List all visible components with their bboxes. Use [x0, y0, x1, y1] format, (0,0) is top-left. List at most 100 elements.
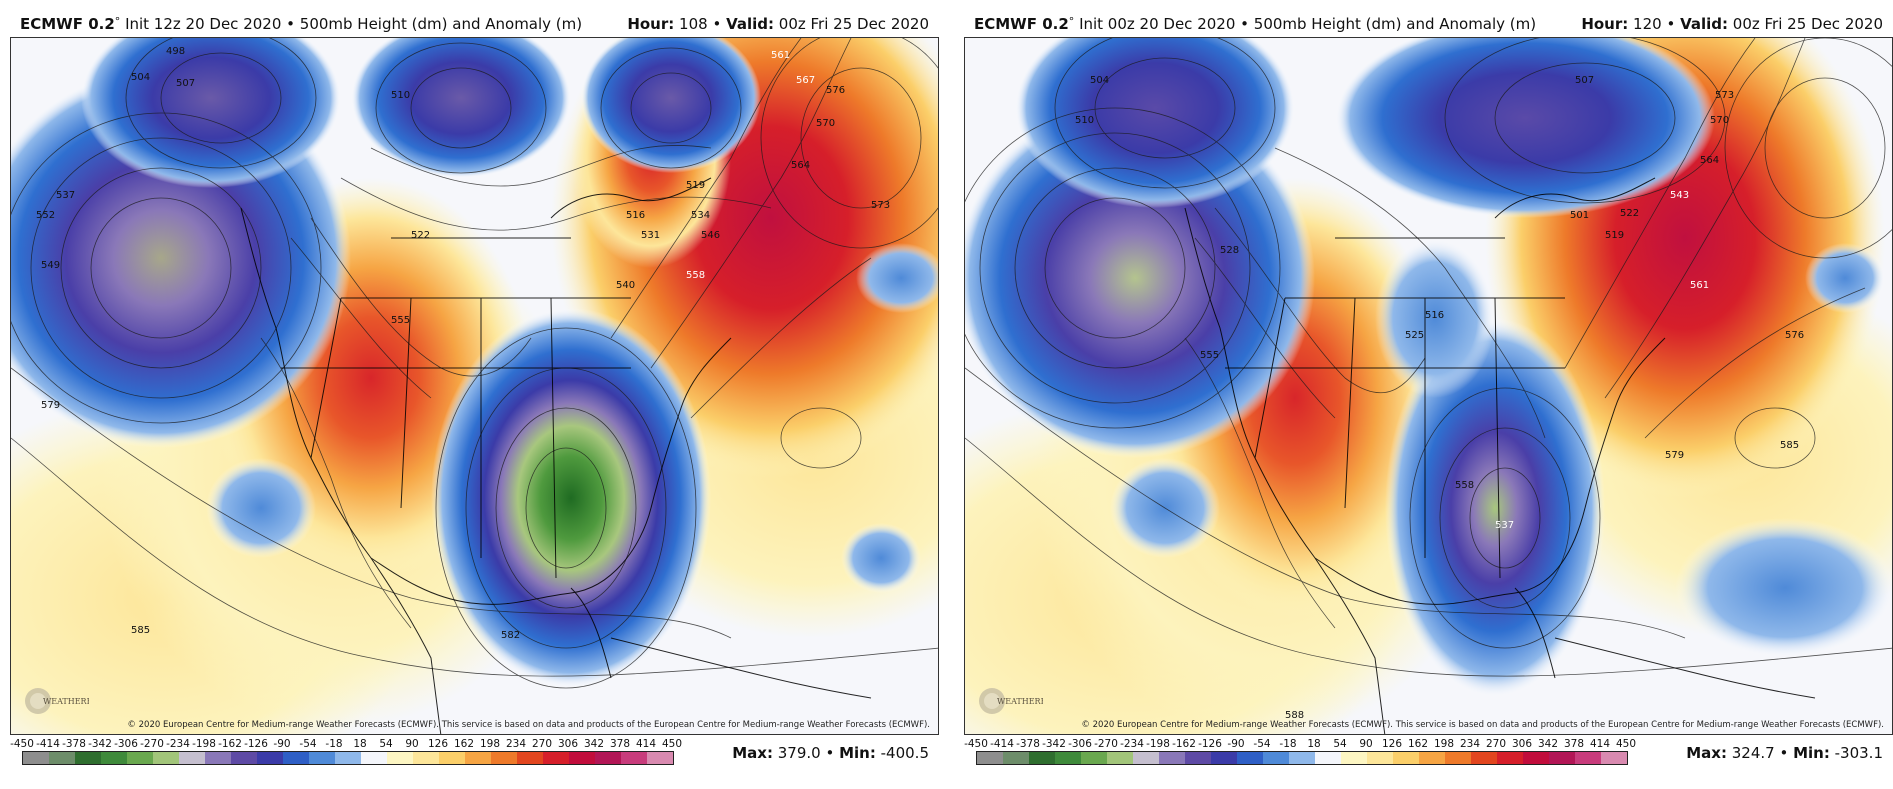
colorbar-tick: -270	[1094, 738, 1118, 750]
colorbar-tick: -198	[1146, 738, 1170, 750]
svg-text:504: 504	[1090, 75, 1109, 86]
colorbar-tick: 162	[1407, 738, 1429, 750]
colorbar-tick: 126	[1381, 738, 1403, 750]
svg-text:564: 564	[1700, 155, 1719, 166]
colorbar-tick: -126	[244, 738, 268, 750]
svg-text:564: 564	[791, 160, 810, 171]
colorbar-swatch	[1289, 752, 1315, 764]
colorbar-swatch	[179, 752, 205, 764]
forecast-hour-valid: Hour: 108 • Valid: 00z Fri 25 Dec 2020	[627, 15, 929, 33]
height-anomaly-map[interactable]: 501 504 507 510 516 519 522 525 528 537 …	[964, 37, 1893, 735]
colorbar-tick: -414	[36, 738, 60, 750]
colorbar-tick: 342	[583, 738, 605, 750]
colorbar-tick: -198	[192, 738, 216, 750]
colorbar-tick: 378	[1563, 738, 1585, 750]
colorbar-swatch	[1445, 752, 1471, 764]
svg-text:576: 576	[1785, 330, 1804, 341]
colorbar-swatch	[153, 752, 179, 764]
colorbar-swatch	[205, 752, 231, 764]
svg-text:507: 507	[176, 78, 195, 89]
colorbar-tick: 378	[609, 738, 631, 750]
colorbar-swatch	[309, 752, 335, 764]
colorbar-swatch	[1497, 752, 1523, 764]
colorbar-swatch	[1003, 752, 1029, 764]
colorbar-tick: -306	[114, 738, 138, 750]
svg-text:561: 561	[771, 50, 790, 61]
colorbar-tick: 450	[1615, 738, 1637, 750]
colorbar-tick: -414	[990, 738, 1014, 750]
colorbar-tick: 234	[1459, 738, 1481, 750]
copyright-notice: © 2020 European Centre for Medium-range …	[127, 720, 930, 730]
weatherbell-logo: WEATHERBELL	[979, 688, 1043, 714]
colorbar-tick: 90	[1359, 738, 1373, 750]
colorbar-tick: 90	[405, 738, 419, 750]
svg-text:537: 537	[56, 190, 75, 201]
svg-text:501: 501	[1570, 210, 1589, 221]
colorbar-tick: -378	[62, 738, 86, 750]
colorbar-swatch	[1419, 752, 1445, 764]
colorbar-tick: 306	[557, 738, 579, 750]
svg-text:WEATHERBELL: WEATHERBELL	[997, 697, 1043, 706]
colorbar-tick: -450	[10, 738, 34, 750]
svg-text:576: 576	[826, 85, 845, 96]
svg-text:516: 516	[626, 210, 645, 221]
panel-title: ECMWF 0.2° Init 12z 20 Dec 2020 • 500mb …	[20, 15, 583, 33]
colorbar-swatch	[465, 752, 491, 764]
colorbar-swatch	[1393, 752, 1419, 764]
colorbar-swatch	[1315, 752, 1341, 764]
svg-text:555: 555	[1200, 350, 1219, 361]
colorbar-swatch	[49, 752, 75, 764]
colorbar-tick: -234	[166, 738, 190, 750]
max-min-readout: Max: 379.0 • Min: -400.5	[732, 744, 929, 762]
svg-text:558: 558	[686, 270, 705, 281]
colorbar-tick: -234	[1120, 738, 1144, 750]
colorbar-tick: -18	[1279, 738, 1297, 750]
svg-text:519: 519	[1605, 230, 1624, 241]
svg-text:555: 555	[391, 315, 410, 326]
colorbar-tick: 270	[1485, 738, 1507, 750]
colorbar-swatch	[231, 752, 257, 764]
colorbar-tick: -270	[140, 738, 164, 750]
colorbar-swatch	[491, 752, 517, 764]
colorbar-swatch	[647, 752, 673, 764]
colorbar-swatch	[1575, 752, 1601, 764]
colorbar-tick: -18	[325, 738, 343, 750]
svg-text:WEATHERBELL: WEATHERBELL	[43, 697, 89, 706]
svg-text:543: 543	[1670, 190, 1689, 201]
colorbar-swatch	[977, 752, 1003, 764]
svg-text:552: 552	[36, 210, 55, 221]
colorbar-tick: -342	[88, 738, 112, 750]
copyright-notice: © 2020 European Centre for Medium-range …	[1081, 720, 1884, 730]
svg-text:522: 522	[1620, 208, 1639, 219]
colorbar-tick: 54	[379, 738, 393, 750]
colorbar-swatch	[543, 752, 569, 764]
svg-text:588: 588	[1285, 710, 1304, 721]
height-anomaly-map[interactable]: 498 504 507 510 516 519 522 531 534 537 …	[10, 37, 939, 735]
colorbar-swatch	[439, 752, 465, 764]
colorbar-tick: -342	[1042, 738, 1066, 750]
svg-text:579: 579	[41, 400, 60, 411]
svg-text:537: 537	[1495, 520, 1514, 531]
colorbar-tick: 306	[1511, 738, 1533, 750]
colorbar-swatch	[257, 752, 283, 764]
colorbar-swatch	[517, 752, 543, 764]
colorbar-tick: -162	[218, 738, 242, 750]
svg-text:558: 558	[1455, 480, 1474, 491]
colorbar-tick: -162	[1172, 738, 1196, 750]
colorbar-swatch	[283, 752, 309, 764]
colorbar-swatch	[1055, 752, 1081, 764]
svg-text:504: 504	[131, 72, 150, 83]
colorbar-swatch	[1029, 752, 1055, 764]
svg-text:498: 498	[166, 46, 185, 57]
colorbar-swatch	[1523, 752, 1549, 764]
svg-text:519: 519	[686, 180, 705, 191]
weatherbell-logo: WEATHERBELL	[25, 688, 89, 714]
svg-text:528: 528	[1220, 245, 1239, 256]
colorbar-tick: -126	[1198, 738, 1222, 750]
colorbar-swatch	[1159, 752, 1185, 764]
colorbar-tick: -90	[1227, 738, 1245, 750]
anomaly-colorbar	[976, 751, 1628, 765]
svg-text:516: 516	[1425, 310, 1444, 321]
colorbar-swatch	[127, 752, 153, 764]
anomaly-colorbar	[22, 751, 674, 765]
